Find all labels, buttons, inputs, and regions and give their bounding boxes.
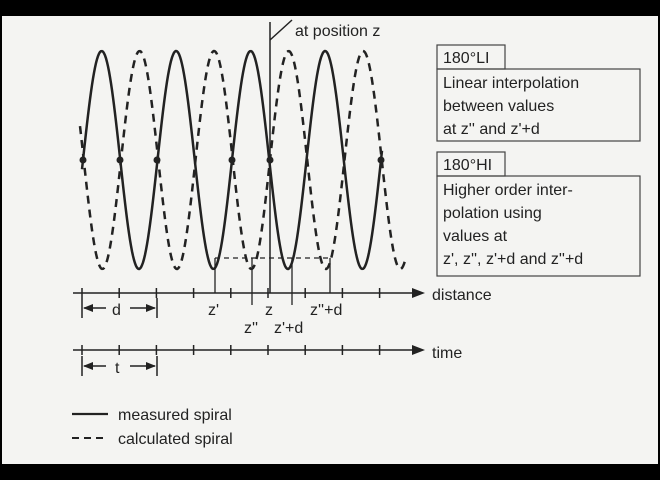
- box-text: 180°LI Linear interpolation between values…: [443, 50, 583, 268]
- dot: [153, 156, 161, 164]
- arrow: [146, 304, 156, 312]
- dot: [116, 156, 124, 164]
- box-line: at z'' and z'+d: [443, 121, 540, 138]
- t-label: t: [115, 360, 120, 377]
- legend-label: calculated spiral: [118, 431, 233, 448]
- position-ticks: [214, 258, 331, 305]
- waves: [78, 49, 407, 271]
- pos-label: z''+d: [310, 302, 342, 319]
- dot: [377, 156, 385, 164]
- pos-label: z'+d: [274, 320, 303, 337]
- position-pointer: [269, 19, 293, 41]
- box-line: Linear interpolation: [443, 75, 579, 92]
- arrow: [83, 362, 93, 370]
- distance-label: distance: [432, 287, 492, 304]
- arrow: [83, 304, 93, 312]
- box-title: 180°HI: [443, 157, 492, 174]
- box-title: 180°LI: [443, 50, 489, 67]
- axes: [73, 288, 425, 376]
- box-line: Higher order inter-: [443, 182, 573, 199]
- dot: [228, 156, 236, 164]
- legend-label: measured spiral: [118, 407, 232, 424]
- pos-label: z: [265, 302, 273, 319]
- pos-label: z': [208, 302, 219, 319]
- arrow: [146, 362, 156, 370]
- box-line: z', z'', z'+d and z''+d: [443, 251, 583, 268]
- box-line: between values: [443, 98, 554, 115]
- box-line: values at: [443, 228, 508, 245]
- box-body: [436, 68, 641, 142]
- arrow: [412, 345, 425, 355]
- position-label: at position z: [295, 23, 380, 40]
- box-body: [436, 175, 641, 277]
- dot: [79, 156, 87, 164]
- box-line: polation using: [443, 205, 542, 222]
- calculated-spiral: [78, 49, 407, 271]
- pos-label: z'': [244, 320, 258, 337]
- d-label: d: [112, 302, 121, 319]
- arrow: [412, 288, 425, 298]
- time-label: time: [432, 345, 462, 362]
